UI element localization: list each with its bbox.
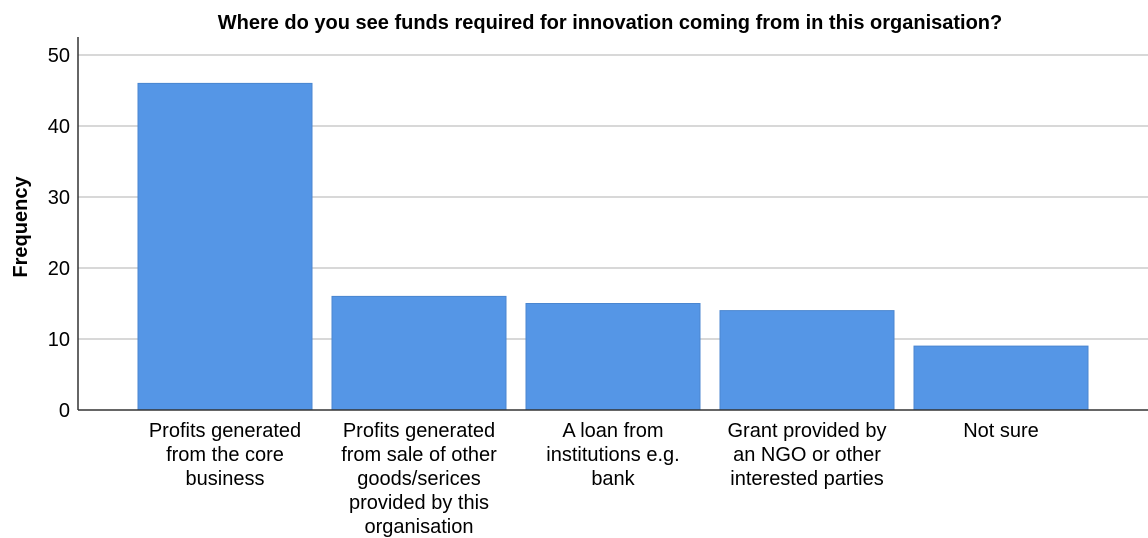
bar [913,345,1089,411]
y-tick-label: 30 [48,187,70,209]
x-tick-label: A loan from institutions e.g. bank [546,420,679,490]
axes [77,37,1148,411]
bars [137,82,1089,411]
x-tick-label-line: A loan from [562,420,663,442]
x-axis-ticks: Profits generated from the core businessPr… [149,420,1039,538]
x-tick-label: Grant provided by an NGO or other interest… [728,420,887,490]
bar [137,82,313,411]
bar [525,303,701,411]
x-tick-label: Profits generated from the core business [149,420,301,490]
bar [719,310,895,411]
x-tick-label-line: Grant provided by [728,420,887,442]
y-tick-label: 40 [48,116,70,138]
x-tick-label-line: interested parties [730,468,883,490]
x-tick-label-line: Profits generated [343,420,495,442]
x-tick-label-line: institutions e.g. [546,444,679,466]
y-tick-label: 10 [48,329,70,351]
x-tick-label-line: from sale of other [341,444,497,466]
x-tick-label: Not sure [963,420,1039,442]
x-tick-label-line: from the core [166,444,284,466]
x-tick-label-line: provided by this [349,492,489,514]
bar [331,295,507,411]
y-axis-ticks: 0 10 20 30 40 50 [48,45,70,422]
x-tick-label-line: bank [591,468,635,490]
y-tick-label: 0 [59,400,70,422]
x-tick-label-line: organisation [365,516,474,538]
y-tick-label: 20 [48,258,70,280]
x-tick-label-line: goods/serices [357,468,480,490]
y-axis-label: Frequency [10,176,32,278]
chart-title: Where do you see funds required for inno… [218,12,1003,34]
x-tick-label-line: Profits generated [149,420,301,442]
y-tick-label: 50 [48,45,70,67]
x-tick-label-line: Not sure [963,420,1039,442]
x-tick-label-line: an NGO or other [733,444,881,466]
x-tick-label-line: business [186,468,265,490]
x-tick-label: Profits generated from sale of other goods… [341,420,497,538]
